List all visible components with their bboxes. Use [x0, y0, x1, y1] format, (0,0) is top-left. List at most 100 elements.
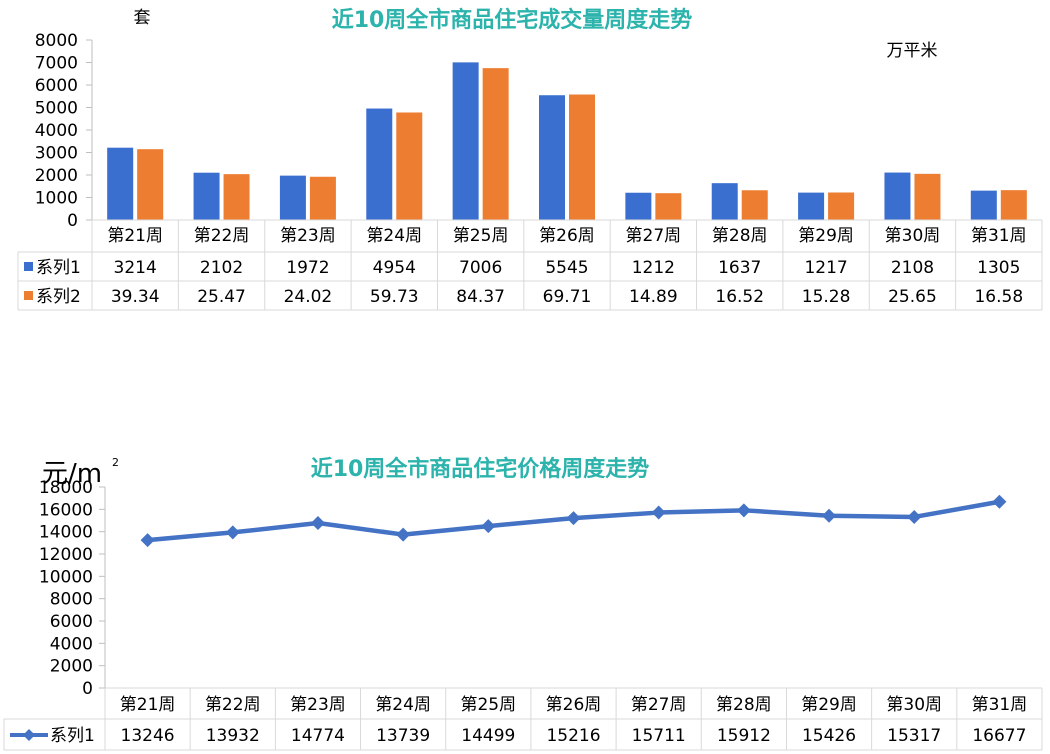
series1-value: 1972: [286, 258, 329, 278]
legend-label-series2: 系列2: [36, 287, 81, 307]
series1-value: 3214: [114, 258, 157, 278]
category-label: 第26周: [546, 695, 602, 715]
category-label: 第25周: [460, 695, 516, 715]
series1-value: 15317: [887, 726, 941, 746]
series2-value: 16.52: [715, 287, 764, 307]
series1-value: 4954: [373, 258, 416, 278]
series1-point: [310, 516, 325, 531]
series1-value: 1217: [804, 258, 847, 278]
bar-series1: [884, 172, 911, 220]
series1-point: [651, 505, 666, 520]
bar-series2: [482, 68, 509, 220]
series1-point: [992, 494, 1007, 509]
bar-series2: [137, 149, 164, 220]
series1-value: 15912: [717, 726, 771, 746]
series1-point: [907, 509, 922, 524]
series2-value: 14.89: [629, 287, 678, 307]
series1-value: 5545: [545, 258, 588, 278]
y-tick-label: 12000: [39, 545, 93, 565]
y-tick-label: 6000: [50, 612, 93, 632]
series2-value: 59.73: [370, 287, 419, 307]
category-label: 第31周: [972, 695, 1028, 715]
chart-title: 近10周全市商品住宅成交量周度走势: [332, 7, 693, 33]
category-label: 第25周: [453, 226, 509, 246]
category-label: 第21周: [107, 226, 163, 246]
category-label: 第27周: [631, 695, 687, 715]
bar-series2: [223, 174, 250, 220]
series1-value: 2108: [891, 258, 934, 278]
y-tick-label: 0: [67, 211, 78, 231]
series1-value: 14499: [461, 726, 515, 746]
category-label: 第24周: [366, 226, 422, 246]
series2-value: 84.37: [456, 287, 505, 307]
y-tick-label: 8000: [50, 590, 93, 610]
y-tick-label: 4000: [35, 121, 78, 141]
series1-value: 1305: [977, 258, 1020, 278]
series1-point: [140, 533, 155, 548]
category-label: 第29周: [801, 695, 857, 715]
series1-point: [225, 525, 240, 540]
category-label: 第24周: [375, 695, 431, 715]
series1-point: [481, 519, 496, 534]
category-label: 第22周: [194, 226, 250, 246]
bar-series1: [193, 172, 220, 220]
y-tick-label: 10000: [39, 567, 93, 587]
series2-value: 25.65: [888, 287, 937, 307]
series1-value: 13932: [206, 726, 260, 746]
series1-value: 15426: [802, 726, 856, 746]
series1-line: [147, 499, 1000, 543]
category-label: 第30周: [886, 695, 942, 715]
series2-value: 69.71: [543, 287, 592, 307]
bar-series2: [309, 176, 336, 220]
bar-series2: [396, 112, 423, 220]
bar-series1: [970, 190, 997, 220]
legend-marker-series1: [23, 729, 35, 741]
category-label: 第28周: [712, 226, 768, 246]
legend-swatch-series1: [24, 262, 33, 271]
bar-series1: [625, 192, 652, 220]
series1-point: [396, 527, 411, 542]
series1-point: [736, 503, 751, 518]
y-tick-label: 0: [82, 679, 93, 699]
series1-value: 13739: [376, 726, 430, 746]
y-tick-label: 7000: [35, 54, 78, 74]
legend-swatch-series2: [24, 291, 33, 300]
category-label: 第30周: [885, 226, 941, 246]
series1-value: 16677: [972, 726, 1026, 746]
bar-series2: [655, 193, 682, 220]
y-tick-label: 4000: [50, 634, 93, 654]
series2-value: 39.34: [111, 287, 160, 307]
bar-series2: [828, 192, 855, 220]
series1-value: 15711: [632, 726, 686, 746]
bar-series1: [798, 192, 825, 220]
right-axis-unit: 万平米: [887, 41, 938, 61]
series1-value: 15216: [546, 726, 600, 746]
series1-value: 7006: [459, 258, 502, 278]
series1-point: [822, 508, 837, 523]
bar-series1: [107, 147, 134, 220]
category-label: 第27周: [626, 226, 682, 246]
category-label: 第31周: [971, 226, 1027, 246]
bar-series1: [539, 95, 565, 220]
y-axis-unit-superscript: 2: [112, 456, 119, 469]
legend-label-series1: 系列1: [50, 726, 95, 746]
series2-value: 15.28: [802, 287, 851, 307]
legend-label-series1: 系列1: [36, 258, 81, 278]
category-label: 第22周: [205, 695, 261, 715]
bar-series2: [1000, 190, 1027, 220]
series2-value: 25.47: [197, 287, 246, 307]
y-tick-label: 2000: [35, 166, 78, 186]
bar-series2: [914, 173, 941, 220]
y-tick-label: 16000: [39, 500, 93, 520]
series1-value: 1212: [632, 258, 675, 278]
series1-value: 14774: [291, 726, 345, 746]
category-label: 第21周: [120, 695, 176, 715]
y-tick-label: 1000: [35, 189, 78, 209]
category-label: 第23周: [290, 695, 346, 715]
bar-series1: [711, 183, 738, 220]
y-tick-label: 14000: [39, 523, 93, 543]
y-tick-label: 5000: [35, 99, 78, 119]
series2-value: 16.58: [974, 287, 1023, 307]
bar-series1: [452, 62, 479, 220]
